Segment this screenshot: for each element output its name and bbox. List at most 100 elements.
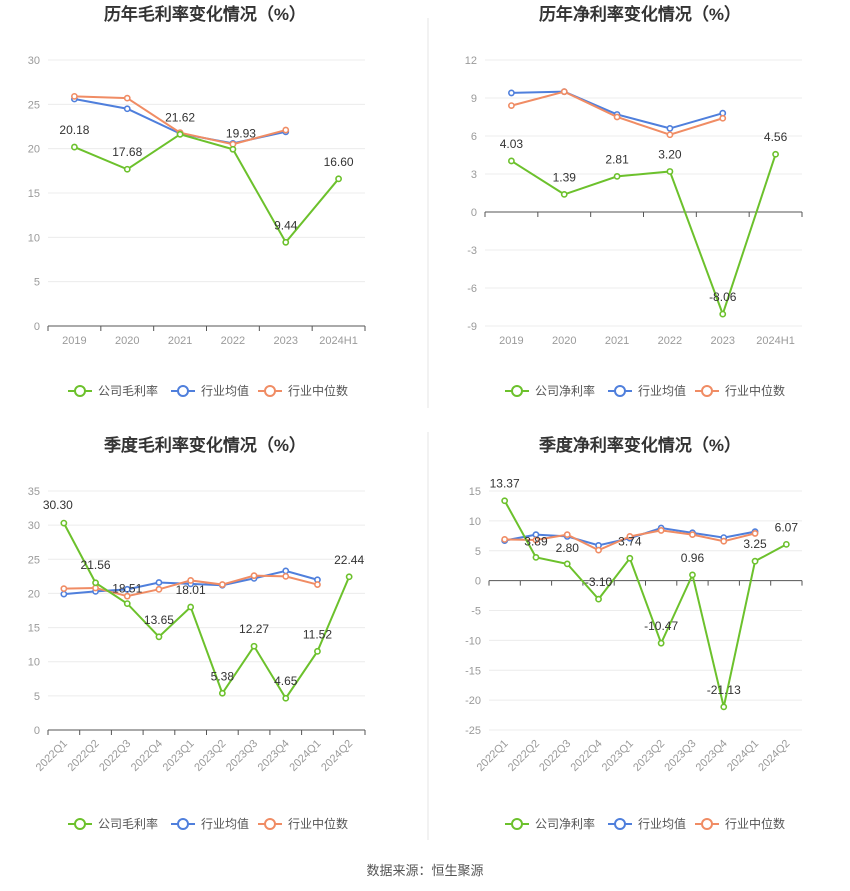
data-point: [595, 595, 602, 603]
y-tick-label: 9: [471, 93, 477, 105]
data-point: [123, 105, 131, 113]
data-point: [155, 579, 163, 586]
data-point: [123, 94, 131, 102]
y-tick-label: 3: [471, 169, 477, 181]
data-point: [155, 633, 163, 641]
data-label: -21.13: [707, 683, 741, 697]
x-tick-label: 2020: [115, 335, 139, 347]
data-point: [314, 581, 321, 588]
y-tick-label: 15: [28, 623, 40, 635]
data-point: [560, 88, 568, 96]
x-tick-label: 2022Q4: [129, 738, 165, 774]
chart-panel-1: 历年毛利率变化情况（%） 0 5 10 15 20 25 30 2019 2020 2021 2022…: [28, 4, 366, 398]
data-point: [626, 554, 634, 562]
data-point: [508, 89, 515, 97]
data-label: 2.80: [556, 541, 580, 555]
data-source-note: 数据来源：恒生聚源: [366, 863, 484, 878]
data-label: 17.68: [112, 145, 142, 159]
data-point: [560, 190, 568, 198]
x-tick-label: 2022Q3: [537, 738, 573, 774]
data-point: [345, 573, 353, 581]
data-point: [689, 531, 696, 539]
x-tick-label: 2024Q2: [319, 738, 355, 774]
data-point: [314, 647, 321, 655]
y-tick-label: -15: [465, 665, 481, 677]
data-label: 0.96: [681, 551, 705, 565]
x-tick-label: 2019: [62, 335, 86, 347]
data-point: [563, 531, 571, 539]
data-label: 3.89: [524, 534, 548, 548]
data-point: [501, 497, 509, 505]
data-label: 30.30: [43, 498, 73, 512]
data-point: [71, 92, 78, 100]
x-tick-label: 2023Q4: [256, 738, 292, 774]
legend-label: 行业中位数: [288, 816, 348, 831]
y-tick-label: 25: [28, 554, 40, 566]
data-point: [782, 540, 790, 548]
data-point: [250, 572, 258, 580]
data-point: [282, 238, 290, 246]
data-label: 19.93: [226, 126, 256, 140]
data-point: [666, 131, 674, 139]
data-point: [751, 557, 759, 565]
legend-label: 公司净利率: [535, 383, 595, 398]
data-point: [751, 530, 759, 537]
data-label: 11.52: [303, 627, 332, 641]
data-point: [123, 592, 131, 600]
data-label: 13.37: [490, 477, 520, 491]
chart-panel-3: 季度毛利率变化情况（%）051015202530352022Q12022Q220…: [28, 435, 366, 831]
data-point: [501, 535, 509, 543]
data-label: 22.44: [334, 553, 364, 567]
legend-swatch-marker: [614, 385, 626, 397]
data-point: [187, 577, 195, 584]
chart-title: 历年净利率变化情况（%）: [539, 4, 741, 24]
legend-label: 公司毛利率: [98, 816, 158, 831]
x-tick-label: 2022Q2: [65, 738, 101, 774]
y-tick-label: 12: [465, 55, 477, 67]
legend-label: 行业均值: [638, 383, 686, 398]
data-point: [626, 533, 634, 540]
x-tick-label: 2023Q1: [600, 738, 636, 774]
data-point: [613, 113, 621, 121]
data-point: [508, 102, 515, 109]
data-point: [187, 603, 195, 611]
x-tick-label: 2021: [605, 335, 629, 347]
x-tick-label: 2022Q1: [475, 738, 511, 774]
x-tick-label: 2024Q1: [287, 738, 323, 774]
x-tick-label: 2022Q3: [97, 738, 133, 774]
data-label: 4.56: [764, 130, 788, 144]
x-tick-label: 2023Q1: [161, 738, 197, 774]
x-tick-label: 2022: [221, 335, 245, 347]
chart-panel-4: 季度净利率变化情况（%）-25-20-15-10-50510152022Q120…: [465, 435, 803, 831]
x-tick-label: 2023Q3: [662, 738, 698, 774]
data-label: 2.81: [605, 152, 629, 166]
data-point: [60, 585, 68, 593]
data-point: [508, 157, 515, 165]
y-tick-label: 5: [34, 691, 40, 703]
series-line: [510, 153, 777, 318]
x-tick-label: 2024H1: [319, 335, 358, 347]
legend-swatch-marker: [264, 818, 276, 830]
chart-title: 季度毛利率变化情况（%）: [104, 435, 306, 455]
x-tick-label: 2020: [552, 335, 576, 347]
legend-swatch-marker: [74, 818, 86, 830]
x-tick-label: 2023Q3: [224, 738, 260, 774]
data-label: 5.38: [211, 669, 235, 683]
x-tick-label: 2023: [711, 335, 735, 347]
y-tick-label: -25: [465, 725, 481, 737]
legend-label: 行业中位数: [725, 383, 785, 398]
data-point: [250, 642, 258, 650]
data-point: [720, 703, 728, 711]
chart-title: 季度净利率变化情况（%）: [539, 435, 741, 455]
data-label: 21.62: [165, 110, 195, 124]
x-tick-label: 2023Q4: [694, 738, 730, 774]
data-point: [282, 694, 290, 702]
data-point: [92, 579, 99, 587]
data-label: 18.01: [176, 583, 206, 597]
data-label: 3.20: [658, 147, 682, 161]
legend-label: 行业均值: [201, 816, 249, 831]
x-tick-label: 2022Q1: [34, 738, 70, 774]
legend-swatch-marker: [264, 385, 276, 397]
data-label: 4.65: [274, 674, 298, 688]
